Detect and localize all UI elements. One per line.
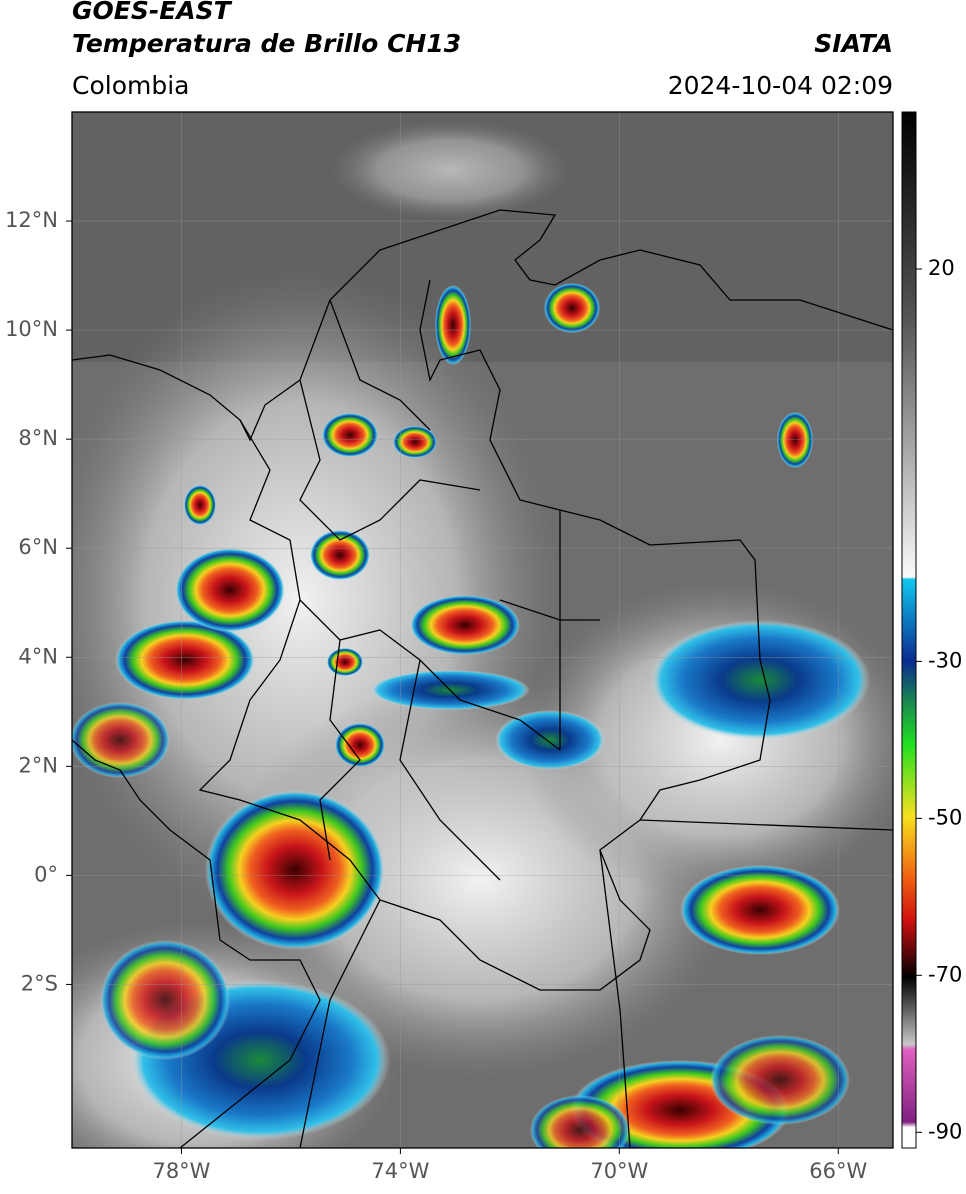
colorbar-tick-label: -70 [928, 962, 962, 986]
storm [100, 940, 230, 1060]
x-tick-label: 78°W [152, 1159, 210, 1183]
storm [335, 723, 385, 767]
map-image [72, 112, 893, 1148]
country-border [198, 279, 771, 991]
region: Colombia [72, 71, 189, 100]
storm [205, 790, 385, 950]
axes: 78°W 74°W 70°W 66°W 12°N 10°N 8°N 6°N 4°N 2°N 0° 2°… [5, 208, 867, 1183]
storm [777, 412, 813, 468]
colorbar-tick-label: 20 [928, 256, 955, 280]
datetime: 2024-10-04 02:09 [668, 71, 893, 100]
satellite-title: GOES-EAST [72, 0, 233, 25]
cold-cloud [650, 620, 870, 740]
x-tick-label: 70°W [590, 1159, 648, 1183]
storm [530, 1095, 630, 1148]
x-tick-label: 66°W [809, 1159, 867, 1183]
storm [410, 595, 520, 655]
grid [72, 112, 893, 1148]
map-frame [71, 111, 894, 1149]
x-tick-label: 74°W [371, 1159, 429, 1183]
storm [680, 865, 840, 955]
y-tick-label: 2°N [18, 753, 58, 777]
y-tick-label: 10°N [5, 317, 58, 341]
storm [72, 702, 170, 778]
y-tick-label: 8°N [18, 426, 58, 450]
department-border [299, 299, 600, 881]
storm [184, 485, 216, 525]
coastline [72, 209, 893, 442]
y-tick-label: 12°N [5, 208, 58, 232]
country-border [299, 510, 893, 1148]
storm [544, 283, 600, 333]
storm [710, 1035, 850, 1125]
y-tick-label: 0° [34, 862, 58, 886]
storm [175, 548, 285, 632]
coastline [72, 739, 321, 1148]
product-title: Temperatura de Brillo CH13 [72, 29, 461, 58]
storm [327, 648, 363, 676]
storm [322, 413, 378, 457]
colorbar-tick-label: -30 [928, 648, 962, 672]
y-tick-label: 6°N [18, 535, 58, 559]
y-tick-label: 2°S [21, 971, 58, 995]
y-tick-label: 4°N [18, 644, 58, 668]
colorbar-tick-label: -90 [928, 1119, 962, 1143]
colorbar-tick-label: -50 [928, 805, 962, 829]
storm [115, 620, 255, 700]
cold-cloud [495, 710, 605, 770]
colorbar [901, 111, 917, 1149]
source: SIATA [814, 29, 893, 58]
storm [393, 426, 437, 458]
storm [435, 285, 471, 365]
cloud [330, 120, 570, 220]
storm [310, 530, 370, 580]
colorbar-ticks: 20 -30 -50 -70 -90 [916, 256, 962, 1143]
